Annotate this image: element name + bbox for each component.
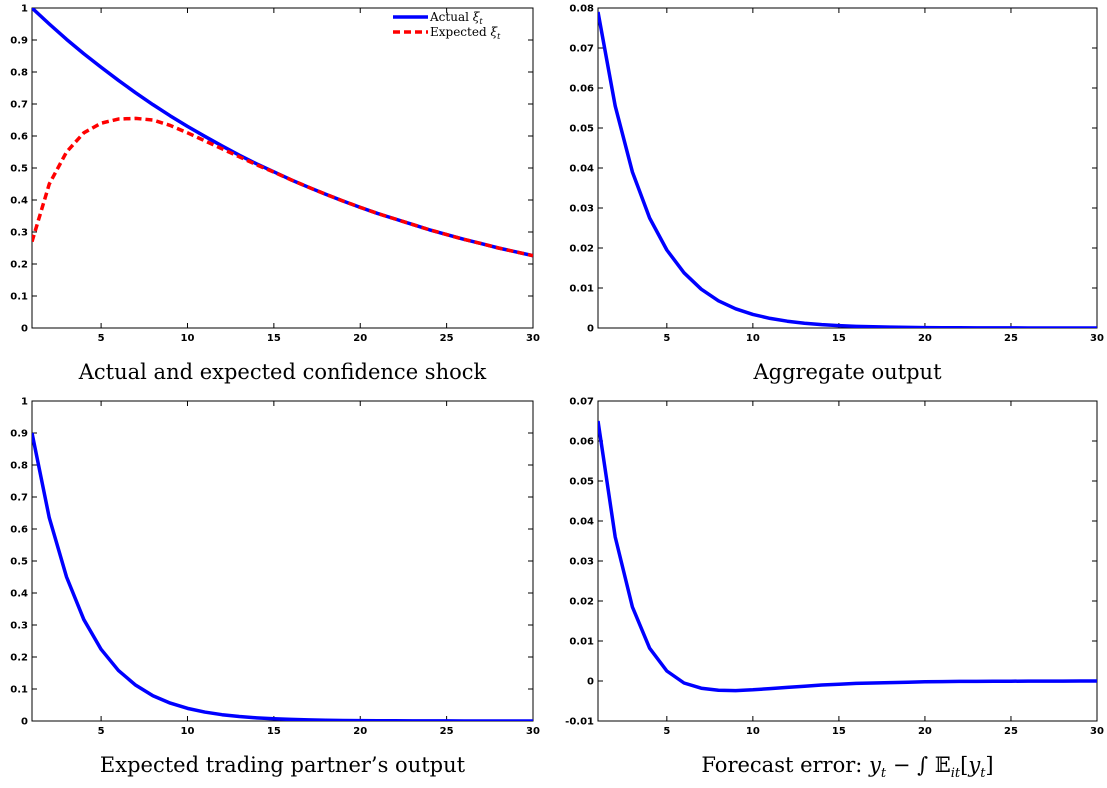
x-tick-label: 10: [181, 333, 195, 344]
y-tick-label: 0.8: [10, 461, 28, 472]
y-tick-label: 0: [587, 677, 594, 688]
y-tick-label: 0.7: [10, 100, 28, 111]
x-tick-label: 5: [98, 333, 105, 344]
y-tick-label: 0.3: [10, 621, 28, 632]
y-tick-label: 0.06: [569, 437, 594, 448]
x-tick-label: 10: [746, 333, 760, 344]
y-tick-label: 0.4: [10, 589, 28, 600]
y-tick-label: 0.6: [10, 132, 28, 143]
x-tick-label: 15: [832, 333, 846, 344]
y-tick-label: 0.03: [569, 204, 594, 215]
x-tick-label: 20: [918, 726, 932, 737]
y-tick-label: 0.06: [569, 84, 594, 95]
y-tick-label: 0.4: [10, 196, 28, 207]
y-tick-label: 0.02: [569, 244, 594, 255]
x-tick-label: 15: [832, 726, 846, 737]
x-tick-label: 10: [746, 726, 760, 737]
series-line-1: [32, 432, 533, 721]
y-tick-label: 0.01: [569, 637, 594, 648]
x-tick-label: 30: [526, 726, 540, 737]
y-tick-label: 0.5: [10, 164, 28, 175]
y-tick-label: 0.1: [10, 292, 28, 303]
y-tick-label: 1: [21, 4, 28, 15]
x-tick-label: 5: [663, 726, 670, 737]
x-tick-label: 20: [353, 726, 367, 737]
x-tick-label: 5: [98, 726, 105, 737]
x-tick-label: 30: [1090, 726, 1104, 737]
plot-frame: [31, 7, 534, 329]
y-tick-label: 0.04: [569, 164, 594, 175]
panel-caption: Expected trading partner’s output: [100, 753, 466, 777]
legend-label: Actual ξt: [429, 10, 483, 26]
y-tick-label: 0.07: [569, 397, 594, 408]
y-tick-label: 0.03: [569, 557, 594, 568]
y-tick-label: 0.04: [569, 517, 594, 528]
series-line-2: [32, 116, 533, 258]
legend-label: Expected ξt: [430, 25, 501, 41]
panel-caption: Forecast error: yt − ∫ 𝔼it[yt]: [701, 753, 993, 781]
y-tick-label: 0.8: [10, 68, 28, 79]
y-tick-label: 0.01: [569, 284, 594, 295]
y-tick-label: 0.07: [569, 44, 594, 55]
x-tick-label: 15: [267, 333, 281, 344]
y-tick-label: 0: [21, 717, 28, 728]
series-line-1: [598, 420, 1097, 693]
x-tick-label: 30: [526, 333, 540, 344]
plot-frame: [597, 7, 1098, 329]
x-tick-label: 30: [1090, 333, 1104, 344]
y-tick-label: 0.9: [10, 36, 28, 47]
x-tick-label: 5: [663, 333, 670, 344]
y-tick-label: 0.3: [10, 228, 28, 239]
y-tick-label: -0.01: [565, 717, 594, 728]
y-tick-label: 0: [21, 324, 28, 335]
series-line-1: [598, 11, 1097, 328]
y-tick-label: 0.7: [10, 493, 28, 504]
y-tick-label: 0.02: [569, 597, 594, 608]
y-tick-label: 0.05: [569, 124, 594, 135]
y-tick-label: 0.1: [10, 685, 28, 696]
y-tick-label: 0.2: [10, 653, 28, 664]
plot-frame: [31, 400, 534, 722]
chart-panel-2: 0 0.01 0.02 0.03 0.04 0.05 0.06 0.07 0.08 5 10 15 20…: [569, 4, 1104, 385]
x-tick-label: 25: [440, 333, 454, 344]
y-tick-label: 0.5: [10, 557, 28, 568]
y-tick-label: 1: [21, 397, 28, 408]
y-tick-label: 0.9: [10, 429, 28, 440]
chart-panel-1: 00.10.20.30.40.50.60.70.80.915 10 15 20 25 30…: [10, 4, 540, 385]
x-tick-label: 25: [1004, 726, 1018, 737]
y-tick-label: 0.2: [10, 260, 28, 271]
y-tick-label: 0.6: [10, 525, 28, 536]
x-tick-label: 15: [267, 726, 281, 737]
chart-panel-3: 00.10.20.30.40.50.60.70.80.915 10 15 20 25 30…: [10, 397, 540, 778]
plot-frame: [597, 400, 1098, 722]
x-tick-label: 10: [181, 726, 195, 737]
y-tick-label: 0.05: [569, 477, 594, 488]
chart-panel-4: -0.01 0 0.01 0.02 0.03 0.04 0.05 0.06 0.07 5 10 15 2…: [565, 397, 1104, 782]
panel-caption: Aggregate output: [752, 360, 942, 384]
y-tick-label: 0.08: [569, 4, 594, 15]
x-tick-label: 25: [440, 726, 454, 737]
x-tick-label: 25: [1004, 333, 1018, 344]
panel-caption: Actual and expected confidence shock: [78, 360, 487, 384]
x-tick-label: 20: [353, 333, 367, 344]
x-tick-label: 20: [918, 333, 932, 344]
y-tick-label: 0: [587, 324, 594, 335]
